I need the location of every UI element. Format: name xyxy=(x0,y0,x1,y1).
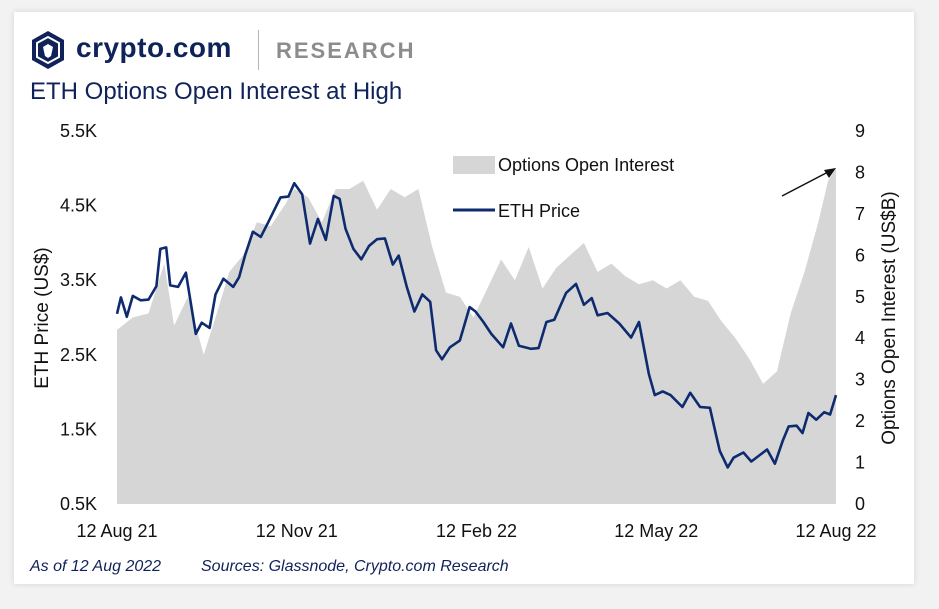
brand-name: crypto.com xyxy=(76,32,232,63)
left-tick-label: 2.5K xyxy=(60,345,97,365)
annotation-arrow xyxy=(781,168,836,197)
series-line-eth-price xyxy=(115,181,838,469)
x-tick-label: 12 Aug 21 xyxy=(76,521,157,541)
left-tick-label: 3.5K xyxy=(60,270,97,290)
right-axis-ticks: 0 1 2 3 4 5 6 7 8 9 xyxy=(855,121,865,514)
right-tick-label: 9 xyxy=(855,121,865,141)
series-area-open-interest xyxy=(117,168,836,505)
left-axis-ticks: 0.5K 1.5K 2.5K 3.5K 4.5K 5.5K xyxy=(60,121,97,514)
right-tick-label: 1 xyxy=(855,453,865,473)
right-tick-label: 7 xyxy=(855,204,865,224)
left-axis-title: ETH Price (US$) xyxy=(32,247,53,388)
right-tick-label: 2 xyxy=(855,411,865,431)
x-tick-label: 12 Feb 22 xyxy=(436,521,517,541)
chart-title: ETH Options Open Interest at High xyxy=(30,78,403,105)
left-tick-label: 1.5K xyxy=(60,419,97,439)
left-tick-label: 0.5K xyxy=(60,494,97,514)
right-tick-label: 5 xyxy=(855,287,865,307)
as-of-note: As of 12 Aug 2022 xyxy=(30,558,162,575)
right-tick-label: 6 xyxy=(855,245,865,265)
sources-note: Sources: Glassnode, Crypto.com Research xyxy=(201,558,509,575)
legend-label-open-interest: Options Open Interest xyxy=(498,155,674,175)
x-tick-label: 12 May 22 xyxy=(614,521,698,541)
right-axis-title: Options Open Interest (US$B) xyxy=(879,191,900,444)
x-tick-label: 12 Nov 21 xyxy=(256,521,338,541)
crypto-com-lion-shield-icon xyxy=(32,31,64,69)
x-tick-label: 12 Aug 22 xyxy=(795,521,876,541)
right-tick-label: 4 xyxy=(855,328,865,348)
right-tick-label: 0 xyxy=(855,494,865,514)
right-tick-label: 3 xyxy=(855,370,865,390)
legend: Options Open Interest ETH Price xyxy=(453,155,674,221)
open-interest-area-layer xyxy=(117,168,836,505)
legend-label-eth-price: ETH Price xyxy=(498,201,580,221)
eth-price-line-layer xyxy=(115,181,838,469)
left-tick-label: 4.5K xyxy=(60,196,97,216)
left-tick-label: 5.5K xyxy=(60,121,97,141)
right-tick-label: 8 xyxy=(855,162,865,182)
x-axis-ticks: 12 Aug 21 12 Nov 21 12 Feb 22 12 May 22 12 A… xyxy=(76,521,876,541)
brand-divider xyxy=(258,30,259,70)
legend-swatch-open-interest xyxy=(453,156,495,174)
brand-section-label: RESEARCH xyxy=(276,38,416,63)
